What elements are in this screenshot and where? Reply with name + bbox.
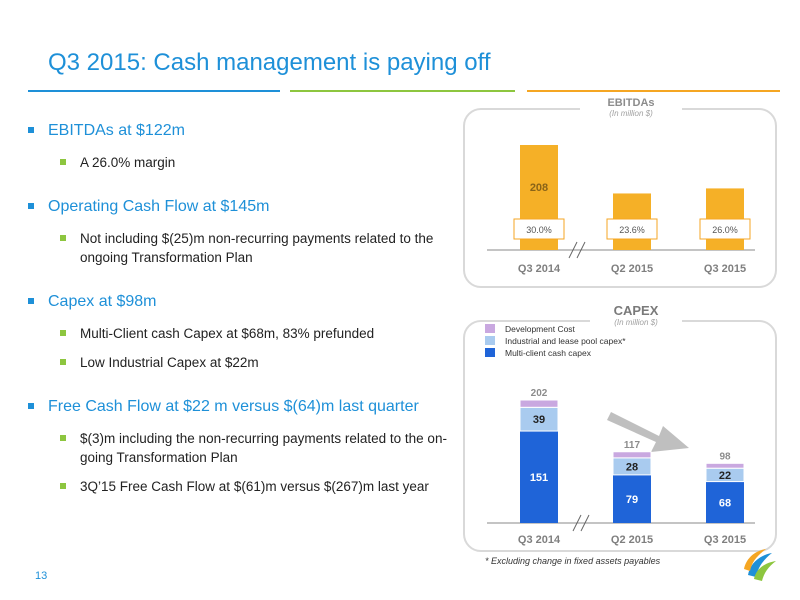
legend-label: Industrial and lease pool capex* — [505, 336, 626, 346]
sub-bullet-marker — [60, 159, 66, 165]
sub-bullet-text: 3Q’15 Free Cash Flow at $(61)m versus $(… — [80, 479, 429, 494]
axis-break-mark — [576, 241, 586, 259]
capex-bar-development — [519, 399, 559, 408]
bullet-text: Free Cash Flow at $22 m versus $(64)m la… — [48, 398, 419, 415]
sub-bullet-marker — [60, 359, 66, 365]
ebitda-margin-box — [606, 218, 658, 240]
sub-bullet: A 26.0% margin — [28, 153, 458, 172]
ebitda-margin-label: 23.6% — [619, 225, 645, 235]
capex-value-label: 68 — [719, 497, 731, 509]
capex-value-label: 151 — [530, 472, 548, 484]
capex-chart: Development Cost Industrial and lease poo… — [485, 324, 755, 546]
sub-bullet-text: Low Industrial Capex at $22m — [80, 355, 259, 370]
capex-chart-header: CAPEX (In million $) — [590, 303, 682, 327]
sub-bullet-marker — [60, 330, 66, 336]
ebitda-category-label: Q3 2014 — [518, 263, 561, 275]
capex-bar-multi-client — [706, 481, 744, 523]
ebitda-chart-subtitle: (In million $) — [609, 109, 653, 118]
bullet-marker — [28, 403, 34, 409]
bullet-ebitda: EBITDAs at $122m — [28, 120, 458, 141]
ebitda-value-label: 208 — [530, 182, 548, 194]
bullet-text: EBITDAs at $122m — [48, 122, 185, 139]
axis-break-mark — [568, 241, 578, 259]
ebitda-margin-label: 26.0% — [712, 225, 738, 235]
page-number: 13 — [35, 570, 48, 582]
capex-bar-development — [612, 451, 652, 459]
capex-category-label: Q3 2014 — [518, 534, 561, 546]
legend-swatch — [485, 348, 495, 357]
capex-value-label: 79 — [626, 494, 638, 506]
sub-bullet-text: Multi-Client cash Capex at $68m, 83% pre… — [80, 326, 375, 341]
title-rule-orange — [527, 90, 780, 92]
bullet-marker — [28, 203, 34, 209]
title-rule-green — [290, 90, 515, 92]
bullet-marker — [28, 127, 34, 133]
capex-category-label: Q3 2015 — [704, 534, 746, 546]
ebitda-category-label: Q3 2015 — [704, 263, 746, 275]
sub-bullet: Not including $(25)m non-recurring payme… — [28, 229, 458, 267]
capex-chart-subtitle: (In million $) — [614, 318, 658, 327]
legend-swatch — [485, 324, 495, 333]
ebitda-category-label: Q2 2015 — [611, 263, 653, 275]
capex-total-label: 117 — [624, 440, 641, 451]
bullet-operating-cash-flow: Operating Cash Flow at $145m — [28, 196, 458, 217]
capex-chart-title: CAPEX — [613, 303, 659, 318]
sub-bullet-text: $(3)m including the non-recurring paymen… — [80, 431, 447, 465]
ebitda-chart-title: EBITDAs — [607, 97, 655, 109]
capex-value-label: 28 — [626, 461, 638, 473]
capex-footnote: * Excluding change in fixed assets payab… — [485, 556, 661, 566]
sub-bullet-marker — [60, 235, 66, 241]
sub-bullet: 3Q’15 Free Cash Flow at $(61)m versus $(… — [28, 477, 458, 496]
title-rule-blue — [28, 90, 280, 92]
ebitda-margin-label: 30.0% — [526, 225, 552, 235]
sub-bullet: $(3)m including the non-recurring paymen… — [28, 429, 458, 467]
capex-value-label: 22 — [719, 470, 731, 482]
capex-bar-multi-client — [613, 474, 651, 523]
capex-bar-development — [705, 462, 745, 469]
ebitda-chart-header: EBITDAs (In million $) — [580, 97, 682, 118]
bullet-free-cash-flow: Free Cash Flow at $22 m versus $(64)m la… — [28, 396, 458, 417]
sub-bullet-marker — [60, 483, 66, 489]
sub-bullet: Low Industrial Capex at $22m — [28, 353, 458, 372]
legend-swatch — [485, 336, 495, 345]
capex-total-label: 98 — [719, 451, 731, 462]
sub-bullet-text: A 26.0% margin — [80, 155, 176, 170]
capex-bar-multi-client — [520, 431, 558, 523]
bullet-capex: Capex at $98m — [28, 291, 458, 312]
axis-break-mark — [580, 514, 590, 532]
capex-value-label: 39 — [533, 414, 545, 426]
sub-bullet-marker — [60, 435, 66, 441]
company-logo — [744, 549, 776, 581]
bullet-marker — [28, 298, 34, 304]
slide-title: Q3 2015: Cash management is paying off — [48, 49, 491, 76]
trend-arrow-icon — [607, 412, 689, 452]
axis-break-mark — [572, 514, 582, 532]
bullet-text: Operating Cash Flow at $145m — [48, 198, 270, 215]
capex-category-label: Q2 2015 — [611, 534, 653, 546]
bullet-text: Capex at $98m — [48, 293, 157, 310]
ebitda-margin-box — [699, 218, 751, 240]
sub-bullet-text: Not including $(25)m non-recurring payme… — [80, 231, 434, 265]
legend-label: Development Cost — [505, 324, 576, 334]
legend-label: Multi-client cash capex — [505, 348, 592, 358]
bullet-list: EBITDAs at $122m A 26.0% margin Operatin… — [28, 120, 458, 506]
sub-bullet: Multi-Client cash Capex at $68m, 83% pre… — [28, 324, 458, 343]
capex-total-label: 202 — [531, 388, 548, 399]
ebitda-margin-box — [513, 218, 565, 240]
